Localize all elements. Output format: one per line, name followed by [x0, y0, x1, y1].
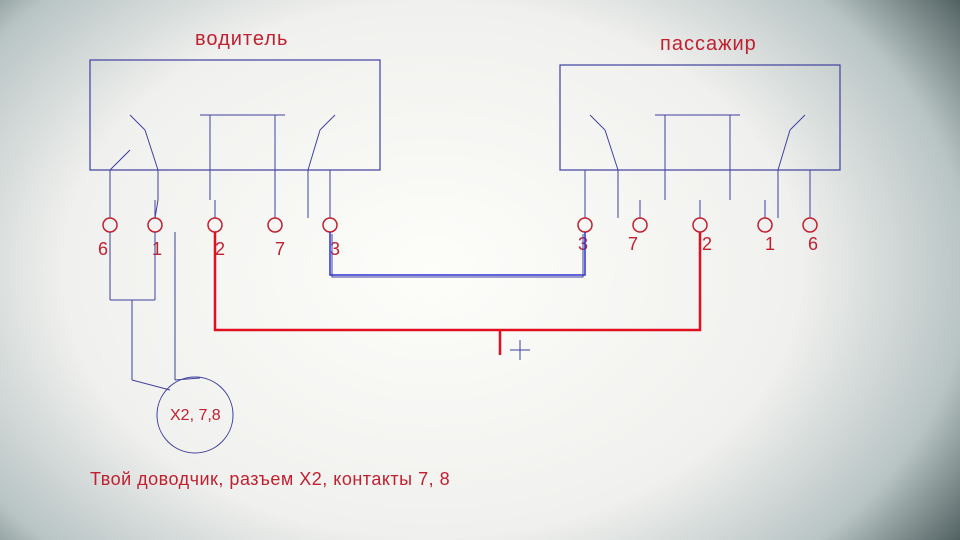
driver-label: водитель [195, 28, 288, 50]
blue-wire [330, 232, 585, 275]
passenger-terminals [578, 200, 817, 232]
passenger-box [560, 65, 840, 170]
driver-terminals [103, 200, 337, 232]
note-text: Твой доводчик, разъем X2, контакты 7, 8 [90, 469, 450, 489]
wiring-diagram: водитель 6 1 2 7 3 [0, 0, 960, 540]
driver-pin-2: 2 [215, 239, 225, 259]
passenger-pin-1: 1 [765, 234, 775, 254]
passenger-pin-2: 2 [702, 234, 712, 254]
plus-symbol [510, 340, 530, 360]
passenger-dpdt [585, 115, 810, 200]
driver-ground-wires [110, 232, 175, 380]
driver-pin-7: 7 [275, 239, 285, 259]
passenger-pin-6: 6 [808, 234, 818, 254]
driver-pin-1: 1 [152, 239, 162, 259]
driver-dpdt [110, 115, 335, 200]
driver-pin-6: 6 [98, 239, 108, 259]
passenger-pin-7: 7 [628, 234, 638, 254]
x2-label: X2, 7,8 [170, 407, 221, 424]
blue-wire-shadow [332, 234, 583, 277]
passenger-label: пассажир [660, 33, 757, 55]
